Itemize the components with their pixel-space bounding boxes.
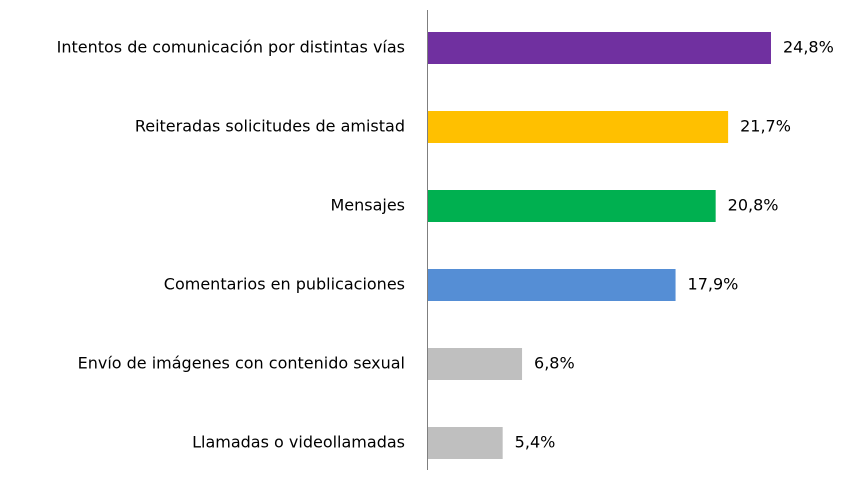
- category-label: Llamadas o videollamadas: [192, 433, 405, 452]
- category-label: Mensajes: [330, 196, 405, 215]
- value-label: 21,7%: [740, 117, 791, 136]
- category-label: Reiteradas solicitudes de amistad: [135, 117, 405, 136]
- value-label: 20,8%: [728, 196, 779, 215]
- value-label: 5,4%: [515, 433, 556, 452]
- value-label: 6,8%: [534, 354, 575, 373]
- value-label: 17,9%: [688, 275, 739, 294]
- bar: [428, 190, 716, 222]
- bar: [428, 427, 503, 459]
- bar: [428, 348, 523, 380]
- category-label: Envío de imágenes con contenido sexual: [78, 354, 405, 373]
- category-label: Intentos de comunicación por distintas v…: [57, 38, 405, 57]
- bar: [428, 32, 771, 64]
- bar: [428, 111, 729, 143]
- value-label: 24,8%: [783, 38, 834, 57]
- bar: [428, 269, 676, 301]
- category-label: Comentarios en publicaciones: [164, 275, 405, 294]
